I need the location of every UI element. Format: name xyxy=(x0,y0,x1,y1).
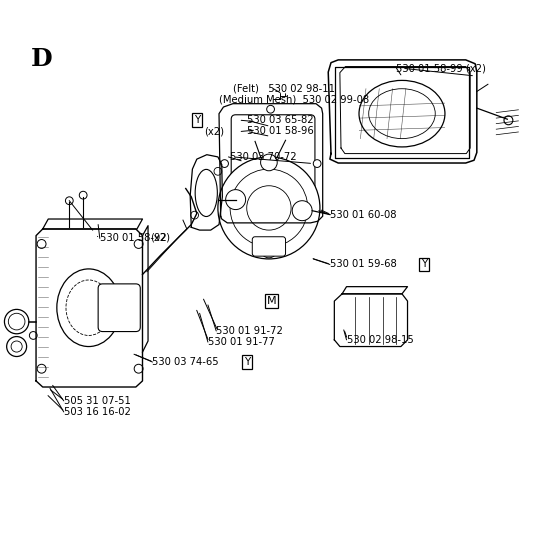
Ellipse shape xyxy=(66,280,111,335)
Text: 530 03 65-82: 530 03 65-82 xyxy=(247,115,314,125)
Ellipse shape xyxy=(57,269,120,347)
Circle shape xyxy=(226,190,246,209)
FancyBboxPatch shape xyxy=(252,237,286,256)
Text: 530 02 98-15: 530 02 98-15 xyxy=(347,335,413,345)
Circle shape xyxy=(221,160,228,167)
Text: 530 01 60-08: 530 01 60-08 xyxy=(330,209,396,220)
Circle shape xyxy=(214,167,222,175)
Text: 530 01 91-72: 530 01 91-72 xyxy=(216,326,283,336)
Circle shape xyxy=(267,105,274,113)
Circle shape xyxy=(260,154,277,171)
Circle shape xyxy=(230,169,308,247)
Circle shape xyxy=(313,160,321,167)
Text: 530 01 91-77: 530 01 91-77 xyxy=(208,337,275,347)
Text: 505 31 07-51: 505 31 07-51 xyxy=(64,396,130,406)
Circle shape xyxy=(247,186,291,230)
Circle shape xyxy=(11,341,22,352)
Circle shape xyxy=(29,332,37,339)
Ellipse shape xyxy=(359,81,445,147)
Text: 530 01 58-99 (x2): 530 01 58-99 (x2) xyxy=(396,63,486,73)
Circle shape xyxy=(134,240,143,249)
FancyBboxPatch shape xyxy=(98,284,141,332)
Circle shape xyxy=(4,309,29,334)
Text: 503 16 16-02: 503 16 16-02 xyxy=(64,407,130,417)
Text: 530 03 70-72: 530 03 70-72 xyxy=(230,152,297,162)
Text: 530 03 74-65: 530 03 74-65 xyxy=(152,357,219,367)
Circle shape xyxy=(191,211,198,219)
Text: M: M xyxy=(267,296,277,306)
Text: (Felt)   530 02 98-11: (Felt) 530 02 98-11 xyxy=(233,83,335,94)
Circle shape xyxy=(218,157,320,259)
Circle shape xyxy=(37,240,46,249)
Circle shape xyxy=(37,364,46,373)
Text: Y: Y xyxy=(244,357,250,367)
Text: 530 01 58-92: 530 01 58-92 xyxy=(100,234,166,244)
Circle shape xyxy=(134,364,143,373)
Ellipse shape xyxy=(195,169,217,217)
Circle shape xyxy=(66,197,73,204)
Text: D: D xyxy=(30,47,52,71)
Circle shape xyxy=(292,200,312,221)
Text: (x2): (x2) xyxy=(150,232,170,242)
Circle shape xyxy=(80,192,87,199)
Text: (x2): (x2) xyxy=(204,127,225,137)
Circle shape xyxy=(260,241,277,258)
Text: Y: Y xyxy=(194,115,200,125)
Text: Y: Y xyxy=(421,259,427,269)
Text: (Medium Mesh)  530 02 99-08: (Medium Mesh) 530 02 99-08 xyxy=(219,94,369,104)
Circle shape xyxy=(7,337,27,357)
Circle shape xyxy=(267,211,274,219)
Text: 530 01 59-68: 530 01 59-68 xyxy=(330,259,396,269)
Text: 530 01 58-96: 530 01 58-96 xyxy=(247,127,314,137)
Ellipse shape xyxy=(368,88,435,139)
Circle shape xyxy=(504,116,513,125)
Circle shape xyxy=(8,313,25,330)
FancyBboxPatch shape xyxy=(231,115,315,213)
